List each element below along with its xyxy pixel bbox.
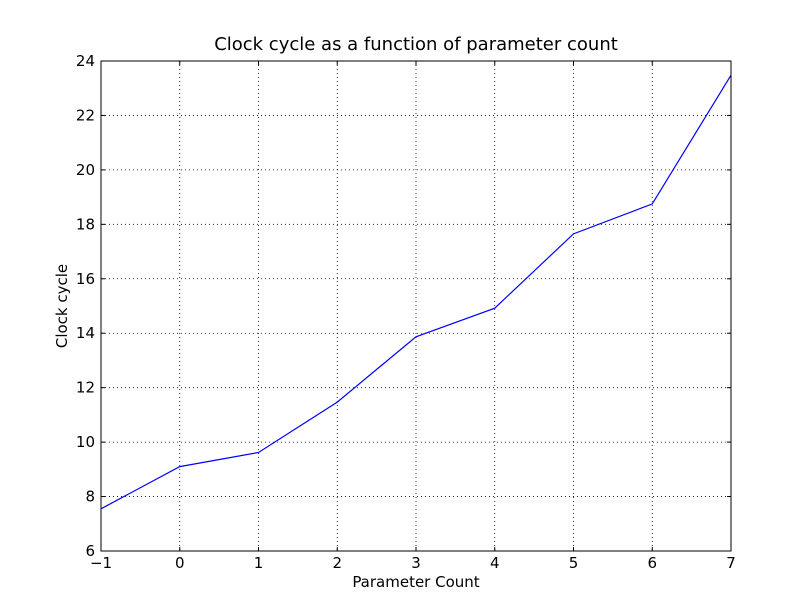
- series-line-1: [100, 74, 732, 510]
- chart-title: Clock cycle as a function of parameter c…: [214, 34, 618, 55]
- x-tick-label: 2: [332, 554, 342, 572]
- x-tick-label: 0: [175, 554, 185, 572]
- y-tick-label: 16: [76, 270, 95, 288]
- y-tick-label: 14: [76, 324, 95, 342]
- y-tick-label: 24: [76, 52, 95, 70]
- x-axis-title: Parameter Count: [352, 573, 479, 591]
- x-tick-label: 6: [647, 554, 657, 572]
- x-tick-label: 5: [569, 554, 579, 572]
- y-axis-title: Clock cycle: [53, 264, 71, 348]
- y-tick-label: 6: [85, 542, 95, 560]
- y-tick-label: 20: [76, 161, 95, 179]
- x-tick-label: −1: [90, 554, 112, 572]
- series-layer: [100, 74, 732, 510]
- y-tick-label: 10: [76, 433, 95, 451]
- x-tick-label: 4: [490, 554, 500, 572]
- y-tick-label: 8: [85, 488, 95, 506]
- y-tick-label: 12: [76, 379, 95, 397]
- x-tick-label: 3: [411, 554, 421, 572]
- x-tick-label: 1: [254, 554, 264, 572]
- x-tick-label: 7: [726, 554, 736, 572]
- grid: [101, 61, 731, 551]
- y-tick-label: 18: [76, 215, 95, 233]
- y-tick-label: 22: [76, 106, 95, 124]
